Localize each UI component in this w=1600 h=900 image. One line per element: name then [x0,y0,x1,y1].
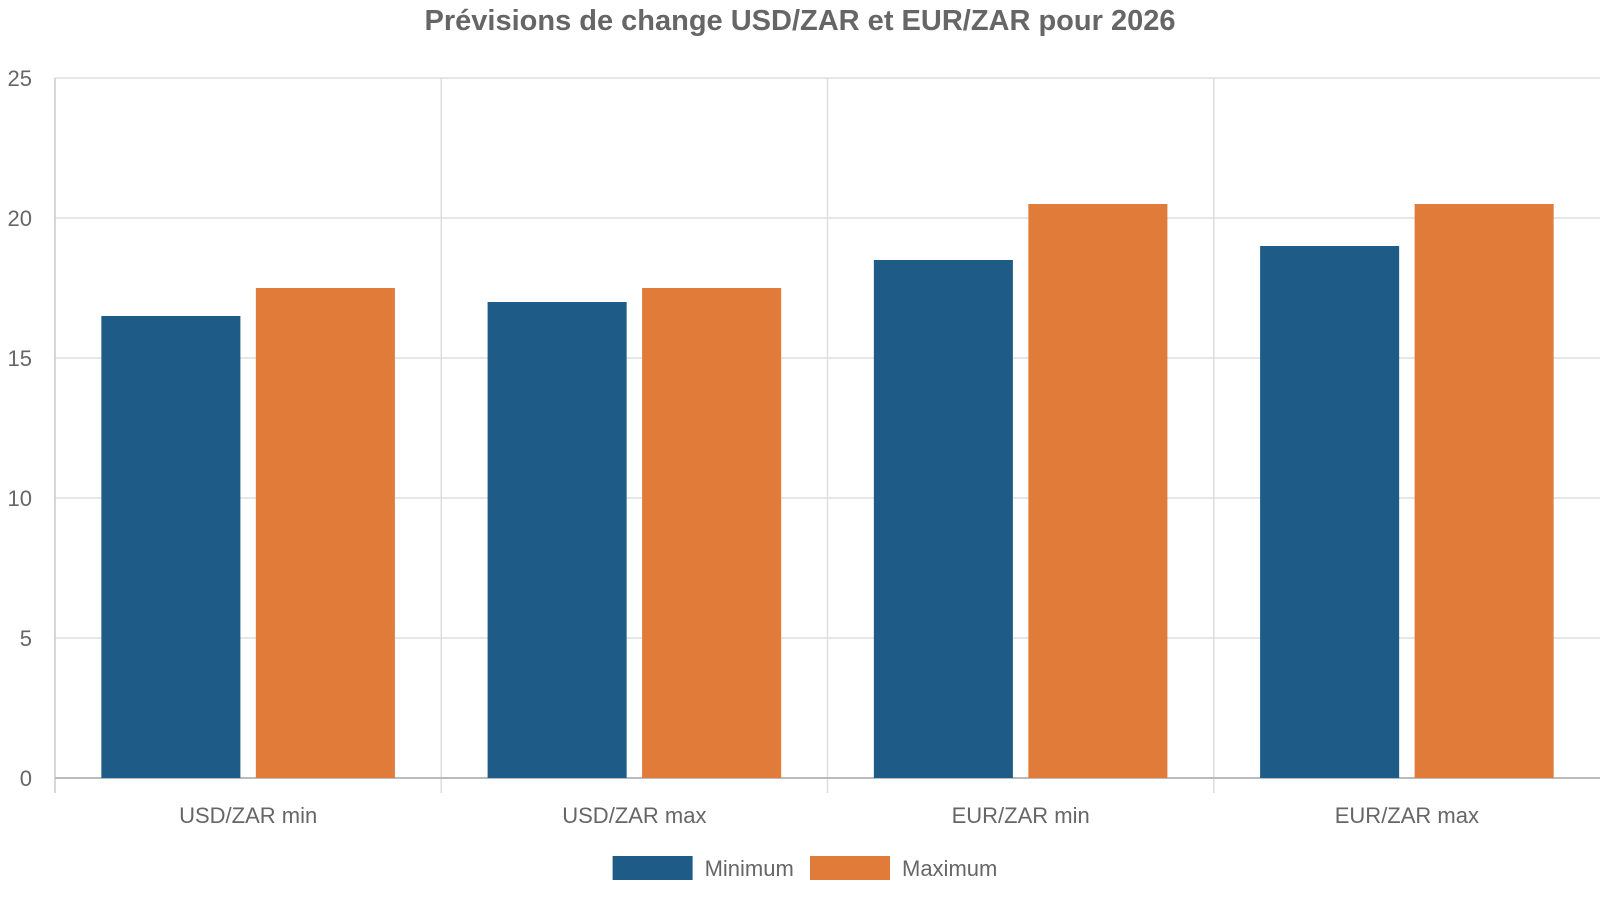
bar-minimum [873,260,1013,778]
x-tick-label: EUR/ZAR min [952,803,1090,828]
legend: Minimum Maximum [612,856,997,881]
legend-swatch-maximum [810,856,890,880]
bars [101,204,1554,778]
x-tick-labels: USD/ZAR min USD/ZAR max EUR/ZAR min EUR/ZAR… [179,803,1479,828]
bar-maximum [1414,204,1554,778]
x-tick-label: USD/ZAR max [562,803,706,828]
legend-swatch-minimum [612,856,693,880]
y-tick-label: 15 [8,346,32,371]
y-tick-labels: 0 5 10 15 20 25 [8,66,32,791]
y-tick-label: 10 [8,486,32,511]
bar-minimum [101,316,241,778]
legend-label-minimum: Minimum [705,856,794,881]
bar-maximum [1028,204,1168,778]
legend-label-maximum: Maximum [902,856,997,881]
x-tick-label: EUR/ZAR max [1335,803,1479,828]
bar-maximum [642,288,782,778]
y-tick-label: 20 [8,206,32,231]
bar-maximum [255,288,395,778]
bar-minimum [487,302,627,778]
y-tick-label: 25 [8,66,32,91]
bar-minimum [1260,246,1400,778]
y-tick-label: 5 [20,626,32,651]
y-tick-label: 0 [20,766,32,791]
chart-title: Prévisions de change USD/ZAR et EUR/ZAR … [425,5,1176,37]
x-tick-label: USD/ZAR min [179,803,317,828]
